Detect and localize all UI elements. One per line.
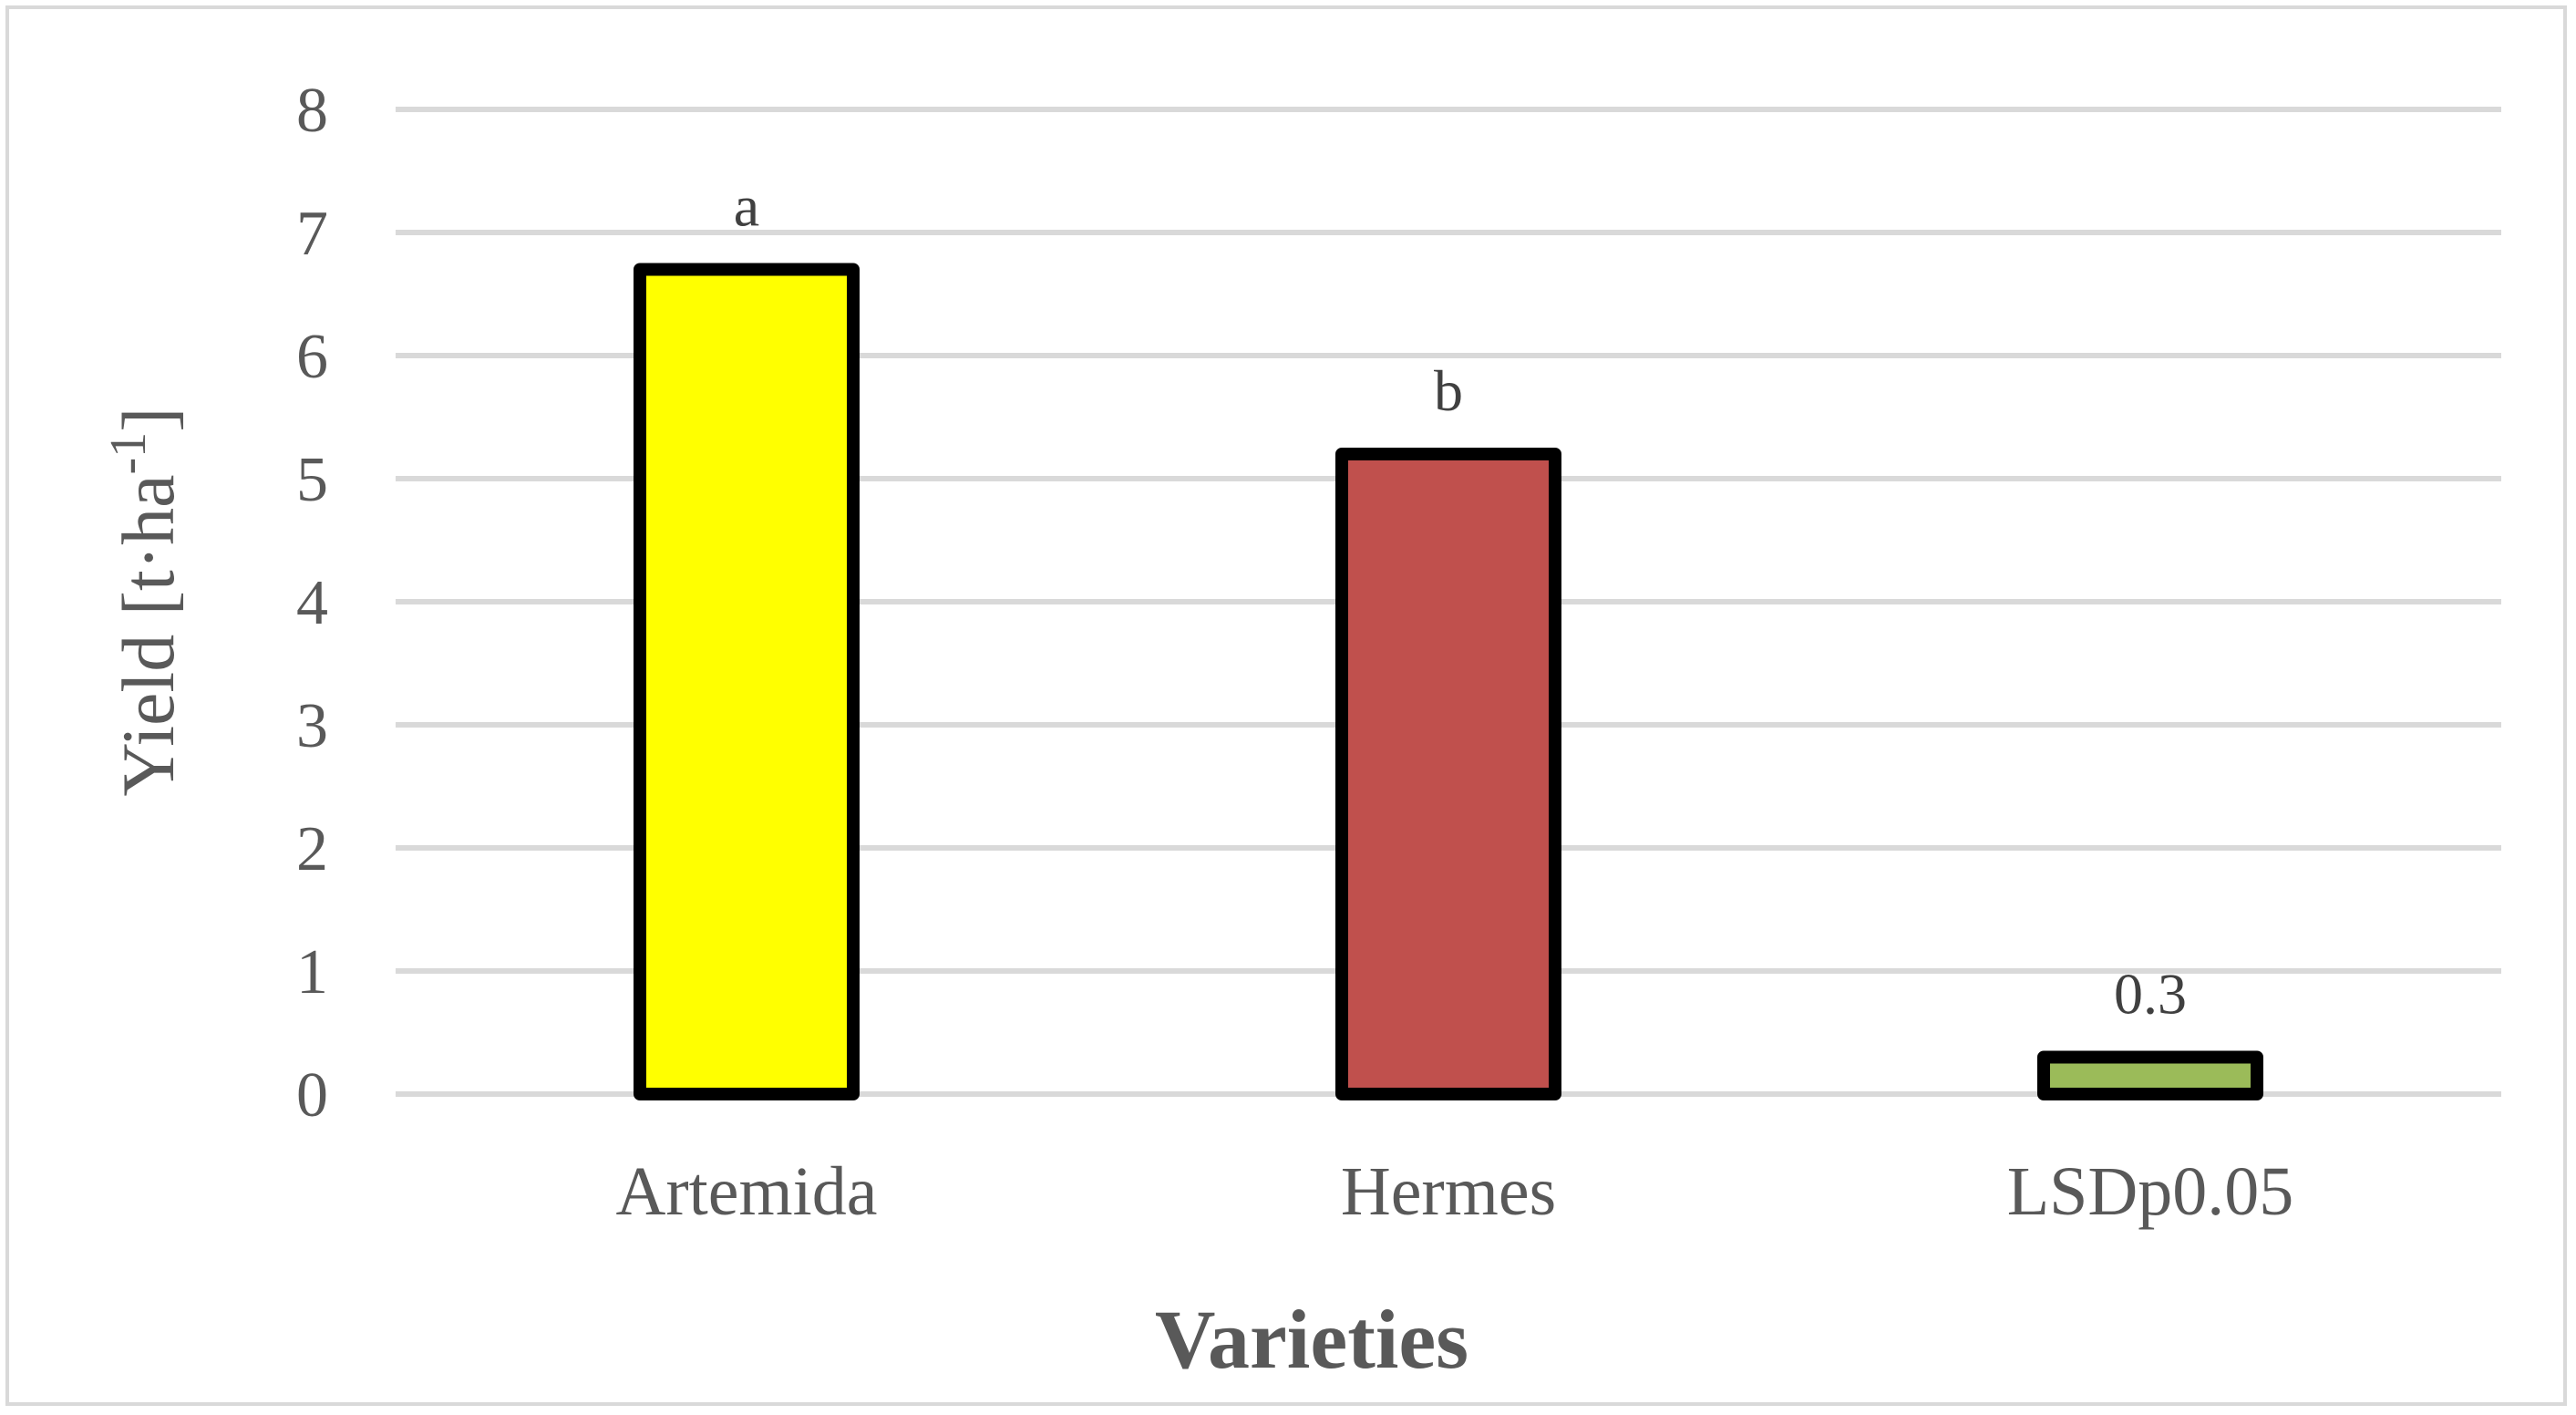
category-label: LSDp0.05 — [2007, 1153, 2294, 1230]
category-labels: Artemida Hermes LSDp0.05 — [615, 1153, 2293, 1230]
bar-chart: 0 1 2 3 4 5 6 7 8 a b 0.3 Artemida Hermes LSDp0.05 V… — [100, 76, 2501, 1386]
data-label: 0.3 — [2114, 962, 2187, 1027]
y-axis-title: Yield [t·ha-1] — [100, 408, 190, 797]
y-tick-label: 7 — [296, 199, 328, 269]
y-tick-labels: 0 1 2 3 4 5 6 7 8 — [296, 76, 328, 1131]
data-label: a — [734, 174, 759, 239]
y-tick-label: 6 — [296, 322, 328, 392]
data-labels: a b 0.3 — [734, 174, 2187, 1027]
bar-hermes — [1335, 448, 1561, 1100]
bar-artemida — [634, 263, 860, 1100]
y-tick-label: 8 — [296, 76, 328, 146]
category-label: Hermes — [1341, 1153, 1556, 1230]
y-tick-label: 0 — [296, 1060, 328, 1131]
y-tick-label: 2 — [296, 814, 328, 884]
data-label: b — [1434, 358, 1463, 423]
y-tick-label: 4 — [296, 568, 328, 638]
y-axis-title-main: Yield [t·ha — [107, 475, 190, 797]
y-axis-title-superscript: -1 — [100, 432, 157, 475]
bars — [634, 263, 2263, 1100]
x-axis-title: Varieties — [1155, 1293, 1468, 1386]
bar-lsdp0-05 — [2037, 1050, 2263, 1100]
y-tick-label: 3 — [296, 691, 328, 761]
y-axis-title-close: ] — [107, 408, 190, 432]
y-tick-label: 5 — [296, 445, 328, 515]
y-tick-label: 1 — [296, 937, 328, 1007]
category-label: Artemida — [615, 1153, 877, 1230]
chart-frame: 0 1 2 3 4 5 6 7 8 a b 0.3 Artemida Hermes LSDp0.05 V… — [5, 5, 2567, 1406]
